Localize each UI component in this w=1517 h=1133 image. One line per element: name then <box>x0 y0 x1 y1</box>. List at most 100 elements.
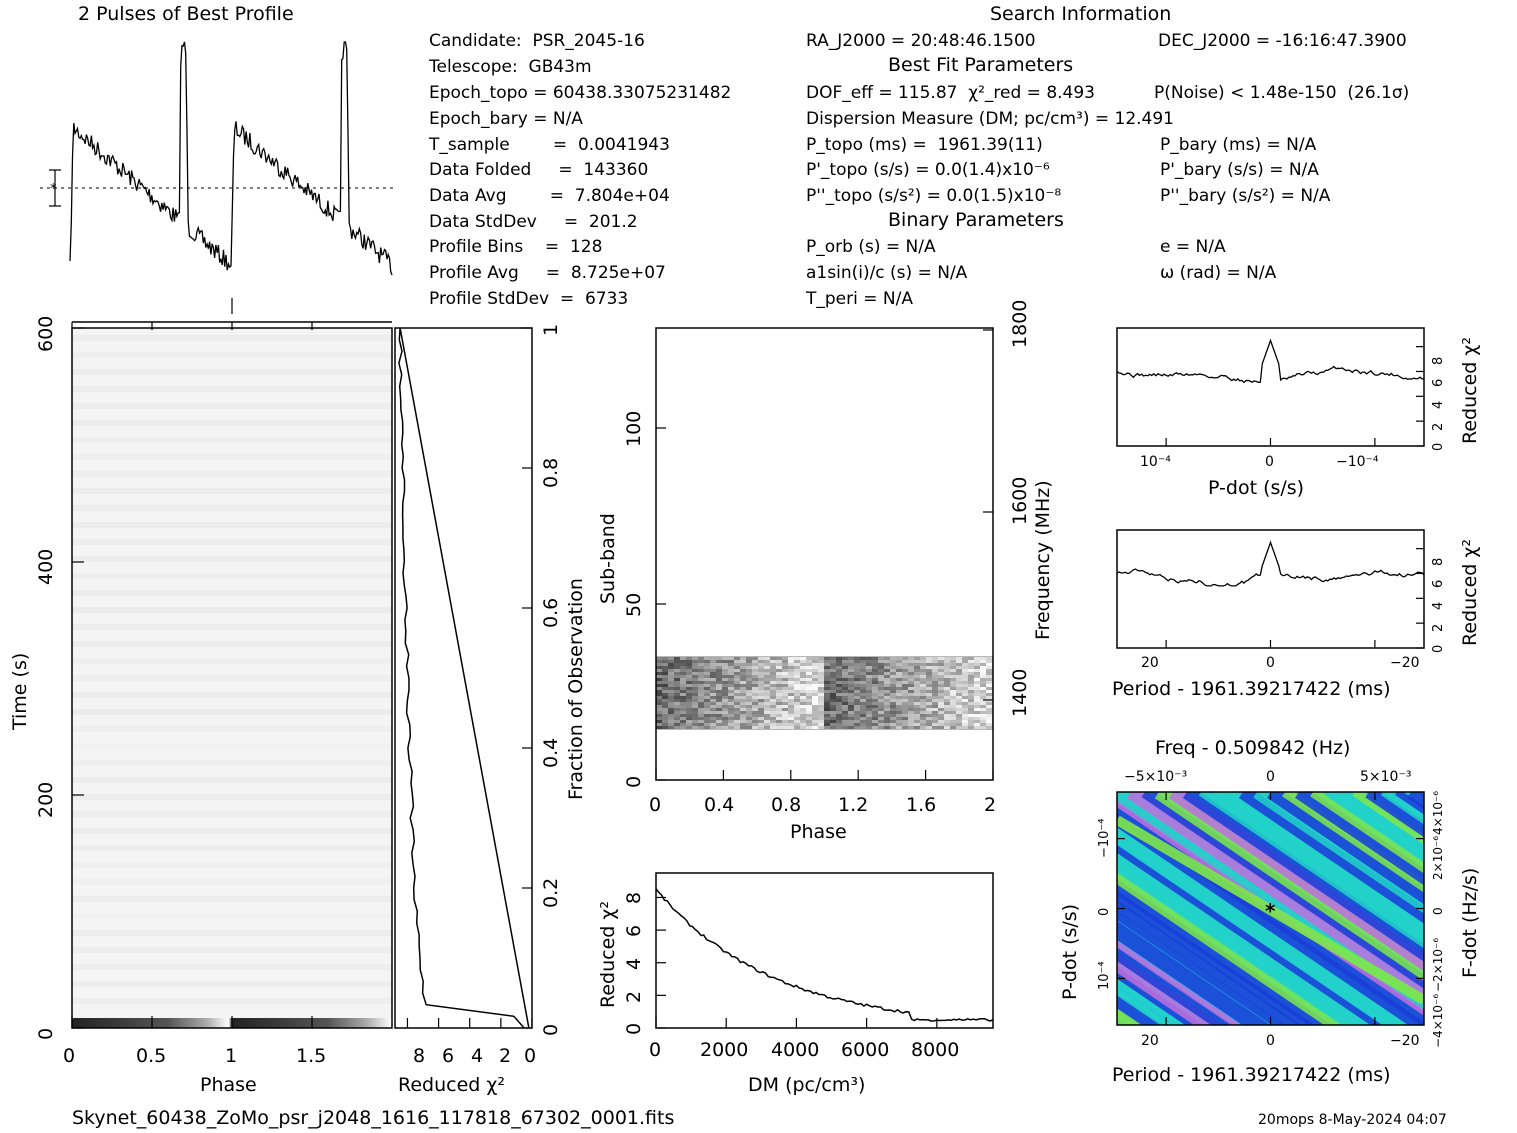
subband-cell <box>758 672 764 675</box>
subband-cell <box>830 726 836 729</box>
info-data-folded: Data Folded = 143360 <box>429 160 648 180</box>
subband-cell <box>854 705 860 708</box>
subband-cell <box>788 705 794 708</box>
subband-cell <box>920 669 926 672</box>
subband-cell <box>680 681 686 684</box>
subband-cell <box>872 660 878 663</box>
subband-cell <box>824 696 830 699</box>
subband-cell <box>926 666 932 669</box>
subband-cell <box>908 717 914 720</box>
time-phase-row-24 <box>72 743 392 749</box>
subband-cell <box>884 699 890 702</box>
subband-cell <box>830 690 836 693</box>
subband-cell <box>830 678 836 681</box>
subband-cell <box>914 666 920 669</box>
subband-cell <box>974 720 980 723</box>
subband-cell <box>974 681 980 684</box>
subband-cell <box>872 672 878 675</box>
subband-cell <box>674 720 680 723</box>
subband-cell <box>962 696 968 699</box>
subband-cell <box>938 693 944 696</box>
subband-cell <box>770 717 776 720</box>
subband-cell <box>968 699 974 702</box>
subband-cell <box>986 708 992 711</box>
subband-cell <box>746 690 752 693</box>
subband-cell <box>704 702 710 705</box>
subband-cell <box>746 684 752 687</box>
subband-cell <box>986 678 992 681</box>
subband-cell <box>980 657 986 660</box>
subband-cell <box>824 663 830 666</box>
subband-cell <box>824 660 830 663</box>
subband-cell <box>896 672 902 675</box>
subband-cell <box>656 699 662 702</box>
subband-cell <box>884 723 890 726</box>
subband-cell <box>824 684 830 687</box>
subband-cell <box>764 666 770 669</box>
subband-cell <box>914 693 920 696</box>
subband-cell <box>848 660 854 663</box>
subband-cell <box>842 669 848 672</box>
subband-cell <box>674 726 680 729</box>
subband-cell <box>878 687 884 690</box>
subband-cell <box>686 693 692 696</box>
subband-cell <box>704 693 710 696</box>
subband-cell <box>848 678 854 681</box>
subband-cell <box>710 696 716 699</box>
subband-cell <box>980 663 986 666</box>
subband-cell <box>848 672 854 675</box>
subband-cell <box>794 723 800 726</box>
subband-cell <box>824 726 830 729</box>
subband-cell <box>842 657 848 660</box>
subband-cell <box>926 681 932 684</box>
subband-cell <box>962 714 968 717</box>
heat-stripe <box>1168 792 1424 972</box>
subband-cell <box>896 690 902 693</box>
subband-cell <box>710 693 716 696</box>
subband-cell <box>794 717 800 720</box>
subband-cell <box>854 723 860 726</box>
subband-cell <box>668 663 674 666</box>
subband-cell <box>782 702 788 705</box>
subband-cell <box>866 726 872 729</box>
subband-cell <box>986 696 992 699</box>
time-phase-row-13 <box>72 556 392 562</box>
subband-cell <box>704 684 710 687</box>
subband-cell <box>776 720 782 723</box>
subband-cell <box>962 687 968 690</box>
subband-cell <box>776 663 782 666</box>
subband-cell <box>716 693 722 696</box>
subband-cell <box>884 714 890 717</box>
period-chi2-plot: 20 0 −20 Period - 1961.39217422 (ms) 0 2… <box>1112 529 1481 700</box>
subband-cell <box>974 711 980 714</box>
subband-cell <box>812 693 818 696</box>
subband-cell <box>938 702 944 705</box>
subband-cell <box>806 660 812 663</box>
subband-cell <box>722 699 728 702</box>
subband-cell <box>734 705 740 708</box>
subband-cell <box>734 693 740 696</box>
subband-cell <box>806 693 812 696</box>
subband-cell <box>836 723 842 726</box>
subband-cell <box>734 702 740 705</box>
subband-cell <box>908 702 914 705</box>
subband-cell <box>944 720 950 723</box>
subband-cell <box>824 678 830 681</box>
subband-cell <box>860 699 866 702</box>
time-phase-row-19 <box>72 658 392 664</box>
subband-cell <box>746 663 752 666</box>
subband-cell <box>854 678 860 681</box>
subband-cell <box>698 687 704 690</box>
subband-cell <box>812 696 818 699</box>
subband-cell <box>866 696 872 699</box>
subband-cell <box>878 666 884 669</box>
subband-cell <box>914 672 920 675</box>
subband-cell <box>902 693 908 696</box>
subband-cell <box>854 726 860 729</box>
info-profile-avg: Profile Avg = 8.725e+07 <box>429 263 666 283</box>
subband-cell <box>830 711 836 714</box>
subband-cell <box>866 675 872 678</box>
subband-cell <box>722 666 728 669</box>
subband-cell <box>710 690 716 693</box>
subband-cell <box>668 720 674 723</box>
